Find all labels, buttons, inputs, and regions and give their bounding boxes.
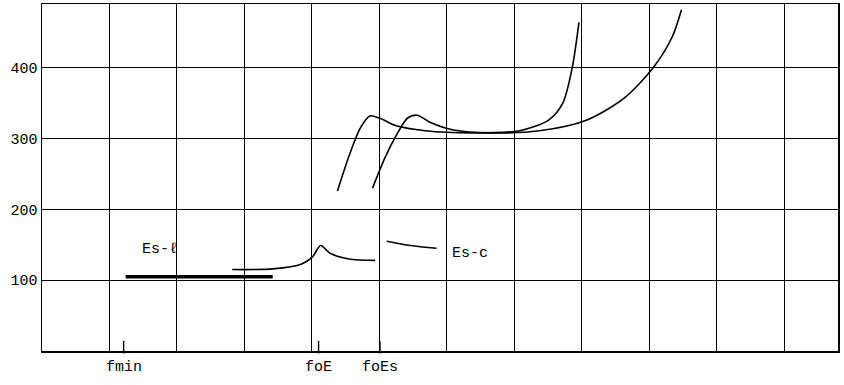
svg-text:200: 200 <box>10 203 37 220</box>
svg-text:Es-ℓ: Es-ℓ <box>142 241 178 258</box>
svg-text:400: 400 <box>10 61 37 78</box>
svg-text:fmin: fmin <box>106 359 142 376</box>
svg-text:foE: foE <box>305 359 332 376</box>
svg-text:Es-c: Es-c <box>452 245 488 262</box>
svg-text:foEs: foEs <box>362 359 398 376</box>
svg-text:100: 100 <box>10 273 37 290</box>
svg-text:300: 300 <box>10 132 37 149</box>
